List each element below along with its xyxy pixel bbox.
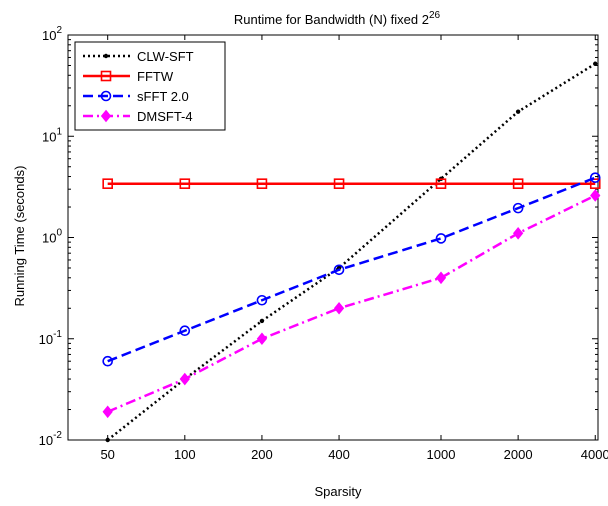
data-point-dmsft-4 bbox=[333, 301, 345, 315]
data-point-fftw bbox=[435, 178, 447, 189]
data-point-fftw bbox=[512, 178, 524, 189]
series-dmsft-4 bbox=[102, 189, 601, 419]
legend-marker-fftw bbox=[100, 70, 112, 82]
series-sfft-2-0 bbox=[102, 172, 601, 367]
x-tick-label-200: 200 bbox=[251, 447, 273, 462]
chart-title-exponent: 26 bbox=[429, 10, 441, 21]
legend-marker-clw-sft bbox=[103, 53, 109, 59]
data-point-clw-sft bbox=[515, 109, 521, 114]
data-point-dmsft-4 bbox=[179, 372, 190, 386]
legend-marker-sfft-2-0 bbox=[100, 90, 112, 102]
y-tick-label: 100 bbox=[42, 228, 62, 246]
data-point-sfft-2-0 bbox=[179, 325, 191, 337]
y-tick-label: 10-2 bbox=[39, 430, 63, 448]
data-point-fftw bbox=[589, 178, 601, 189]
series-fftw bbox=[102, 178, 601, 189]
data-point-sfft-2-0 bbox=[435, 233, 447, 244]
data-point-clw-sft bbox=[593, 61, 598, 66]
data-point-clw-sft bbox=[105, 437, 110, 443]
legend-label-dmsft-4: DMSFT-4 bbox=[137, 109, 193, 124]
chart-title: Runtime for Bandwidth (N) fixed 226 bbox=[234, 10, 441, 27]
data-point-dmsft-4 bbox=[512, 227, 524, 240]
plot-area: 50 100 200 400 1000 2000 4000 10-2 10-1 100 101 102… bbox=[39, 25, 608, 462]
data-point-clw-sft bbox=[259, 318, 265, 324]
data-point-dmsft-4 bbox=[590, 189, 601, 202]
x-axis-label: Sparsity bbox=[315, 484, 362, 499]
legend: CLW-SFT FFTW sFFT 2.0 DMSFT-4 bbox=[74, 41, 226, 131]
data-point-fftw bbox=[179, 178, 191, 189]
y-tick-label: 102 bbox=[42, 25, 62, 43]
y-tick-label: 101 bbox=[42, 126, 62, 144]
legend-marker-dmsft-4 bbox=[100, 109, 112, 123]
x-tick-label-400: 400 bbox=[328, 447, 350, 462]
data-point-dmsft-4 bbox=[102, 405, 113, 419]
data-point-fftw bbox=[102, 178, 113, 189]
chart-title-main: Runtime for Bandwidth (N) fixed 2 bbox=[234, 12, 429, 27]
legend-label-fftw: FFTW bbox=[137, 69, 174, 84]
data-point-sfft-2-0 bbox=[589, 172, 601, 183]
x-tick-label-1000: 1000 bbox=[427, 447, 456, 462]
x-tick-label-50: 50 bbox=[100, 447, 114, 462]
x-tick-label-4000: 4000 bbox=[581, 447, 608, 462]
x-tick-label-2000: 2000 bbox=[504, 447, 533, 462]
data-point-sfft-2-0 bbox=[102, 355, 113, 367]
series-line-sfft-2-0 bbox=[107, 176, 596, 363]
data-point-sfft-2-0 bbox=[333, 264, 345, 276]
x-tick-label-100: 100 bbox=[174, 447, 196, 462]
data-point-dmsft-4 bbox=[435, 271, 447, 285]
y-tick-label: 10-1 bbox=[39, 329, 63, 347]
y-axis-label: Running Time (seconds) bbox=[12, 166, 27, 307]
data-point-sfft-2-0 bbox=[512, 202, 524, 214]
data-point-fftw bbox=[333, 178, 345, 189]
data-point-sfft-2-0 bbox=[256, 294, 268, 306]
legend-label-clw-sft: CLW-SFT bbox=[137, 49, 194, 64]
data-point-fftw bbox=[256, 178, 268, 189]
legend-label-sfft-2-0: sFFT 2.0 bbox=[137, 89, 189, 104]
data-point-dmsft-4 bbox=[256, 332, 268, 346]
